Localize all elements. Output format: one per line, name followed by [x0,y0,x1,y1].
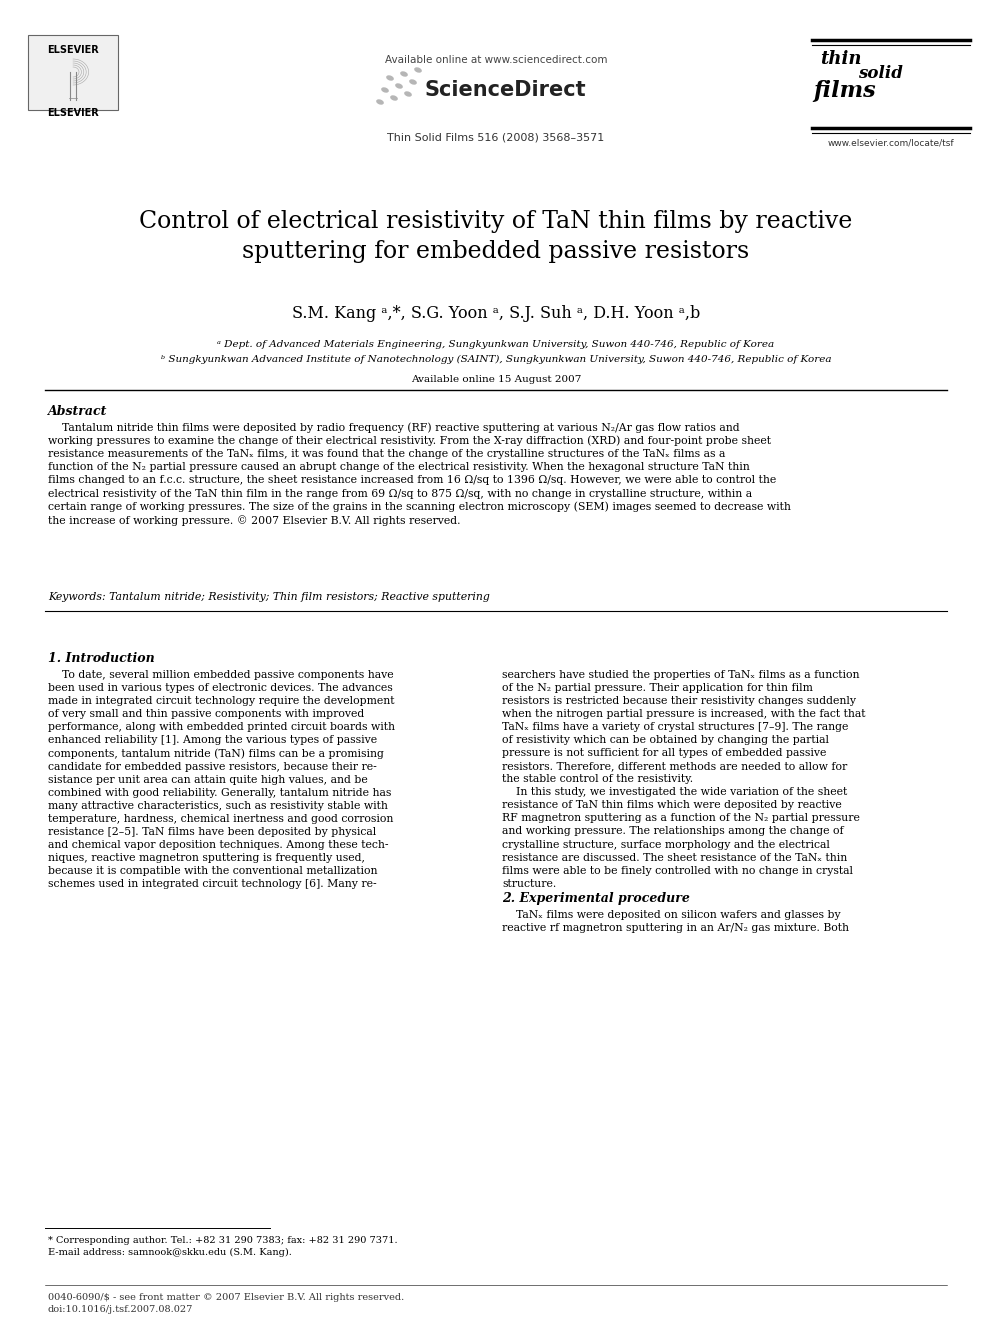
Text: 0040-6090/$ - see front matter © 2007 Elsevier B.V. All rights reserved.: 0040-6090/$ - see front matter © 2007 El… [48,1293,405,1302]
Ellipse shape [404,91,412,97]
Ellipse shape [376,99,384,105]
Text: Thin Solid Films 516 (2008) 3568–3571: Thin Solid Films 516 (2008) 3568–3571 [387,134,605,143]
Text: ELSEVIER: ELSEVIER [48,108,99,118]
Text: ScienceDirect: ScienceDirect [425,79,586,101]
Text: Available online at www.sciencedirect.com: Available online at www.sciencedirect.co… [385,56,607,65]
Text: 1. Introduction: 1. Introduction [48,652,155,665]
Text: ᵃ Dept. of Advanced Materials Engineering, Sungkyunkwan University, Suwon 440-74: ᵃ Dept. of Advanced Materials Engineerin… [217,340,775,349]
Text: 2. Experimental procedure: 2. Experimental procedure [502,892,689,905]
Ellipse shape [400,71,408,77]
Ellipse shape [381,87,389,93]
Text: thin: thin [820,50,861,67]
Ellipse shape [390,95,398,101]
Text: Abstract: Abstract [48,405,107,418]
Text: Tantalum nitride thin films were deposited by radio frequency (RF) reactive sput: Tantalum nitride thin films were deposit… [48,422,791,527]
Text: Control of electrical resistivity of TaN thin films by reactive
sputtering for e: Control of electrical resistivity of TaN… [139,210,853,263]
Ellipse shape [395,83,403,89]
Text: ELSEVIER: ELSEVIER [48,45,99,56]
Ellipse shape [409,79,417,85]
Text: TaNₓ films were deposited on silicon wafers and glasses by
reactive rf magnetron: TaNₓ films were deposited on silicon waf… [502,910,849,933]
Text: solid: solid [858,65,903,82]
Text: ᵇ Sungkyunkwan Advanced Institute of Nanotechnology (SAINT), Sungkyunkwan Univer: ᵇ Sungkyunkwan Advanced Institute of Nan… [161,355,831,364]
Ellipse shape [386,75,394,81]
Text: E-mail address: samnook@skku.edu (S.M. Kang).: E-mail address: samnook@skku.edu (S.M. K… [48,1248,292,1257]
Text: To date, several million embedded passive components have
been used in various t: To date, several million embedded passiv… [48,669,395,889]
Text: searchers have studied the properties of TaNₓ films as a function
of the N₂ part: searchers have studied the properties of… [502,669,865,889]
Text: doi:10.1016/j.tsf.2007.08.027: doi:10.1016/j.tsf.2007.08.027 [48,1304,193,1314]
Bar [28,34,118,110]
Text: Keywords: Tantalum nitride; Resistivity; Thin film resistors; Reactive sputterin: Keywords: Tantalum nitride; Resistivity;… [48,591,490,602]
Text: www.elsevier.com/locate/tsf: www.elsevier.com/locate/tsf [827,138,954,147]
Text: films: films [813,79,876,102]
Text: S.M. Kang ᵃ,*, S.G. Yoon ᵃ, S.J. Suh ᵃ, D.H. Yoon ᵃ,b: S.M. Kang ᵃ,*, S.G. Yoon ᵃ, S.J. Suh ᵃ, … [292,306,700,321]
Text: Available online 15 August 2007: Available online 15 August 2007 [411,374,581,384]
Text: * Corresponding author. Tel.: +82 31 290 7383; fax: +82 31 290 7371.: * Corresponding author. Tel.: +82 31 290… [48,1236,398,1245]
Ellipse shape [414,67,422,73]
